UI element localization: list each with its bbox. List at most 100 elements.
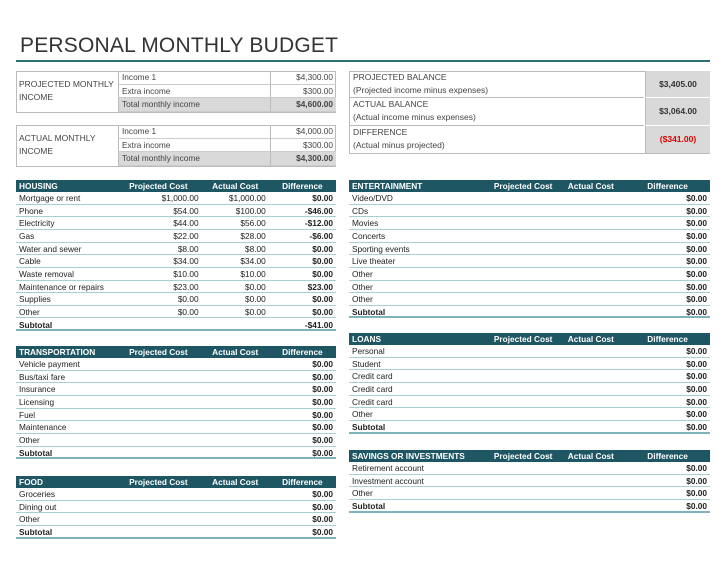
column-header: Actual Cost [567, 180, 614, 191]
column-header: Difference [282, 476, 323, 487]
column-header: Actual Cost [212, 346, 259, 357]
table-cell: $0.00 [312, 489, 333, 499]
subtotal-row [16, 319, 336, 332]
table-cell: $8.00 [245, 243, 266, 254]
table-cell: $34.00 [173, 256, 199, 267]
table-cell: CDs [352, 205, 369, 216]
table-cell: $0.00 [686, 488, 707, 499]
table-row [349, 243, 710, 256]
table-row [349, 205, 710, 218]
table-cell: Groceries [19, 489, 55, 499]
table-cell: Live theater [352, 256, 396, 267]
table-cell: $0.00 [312, 306, 333, 317]
income-value: $300.00 [270, 138, 336, 153]
table-cell: $23.00 [307, 281, 333, 292]
table-row [349, 462, 710, 475]
table-cell: Credit card [352, 383, 393, 394]
column-header: TRANSPORTATION [19, 346, 96, 357]
column-header: Projected Cost [129, 476, 188, 487]
table-cell: $0.00 [312, 396, 333, 407]
subtotal-cell: $0.00 [686, 421, 707, 432]
table-row [349, 293, 710, 306]
table-cell: Retirement account [352, 463, 424, 473]
column-header: Projected Cost [493, 333, 553, 344]
table-cell: $22.00 [173, 230, 199, 241]
subtotal-cell: Subtotal [352, 500, 386, 511]
table-cell: $0.00 [686, 346, 707, 356]
income-value: $4,000.00 [270, 125, 336, 139]
column-header: SAVINGS OR INVESTMENTS [352, 450, 465, 461]
page-title: PERSONAL MONTHLY BUDGET [20, 34, 339, 57]
table-cell: $0.00 [686, 409, 707, 420]
table-row [349, 370, 710, 383]
column-header: FOOD [19, 476, 43, 487]
income-value: $4,600.00 [270, 98, 336, 112]
income-label: ACTUAL MONTHLY INCOME [19, 133, 96, 156]
table-header-bar [16, 346, 336, 358]
table-row [16, 501, 336, 514]
table-row [349, 281, 710, 294]
table-row [16, 513, 336, 526]
table-row [16, 434, 336, 447]
table-row [349, 396, 710, 409]
subtotal-cell: $0.00 [312, 526, 333, 537]
subtotal-cell: Subtotal [352, 306, 386, 317]
table-cell: $28.00 [240, 230, 266, 241]
income-value: $300.00 [270, 84, 336, 99]
table-cell: $0.00 [312, 243, 333, 254]
table-cell: $8.00 [177, 243, 199, 254]
column-header: Actual Cost [567, 450, 614, 461]
table-cell: $0.00 [312, 371, 333, 382]
column-header: Difference [282, 346, 323, 357]
subtotal-row [349, 500, 710, 513]
column-header: Difference [647, 450, 688, 461]
table-cell: Investment account [352, 475, 424, 486]
table-row [349, 487, 710, 500]
table-cell: Other [352, 488, 373, 499]
income-item: Extra income [118, 138, 270, 153]
subtotal-cell: Subtotal [352, 421, 386, 432]
subtotal-cell: Subtotal [19, 319, 53, 330]
table-row [16, 293, 336, 306]
table-cell: $0.00 [312, 501, 333, 512]
table-cell: $0.00 [312, 256, 333, 267]
table-row [349, 345, 710, 358]
table-row [349, 268, 710, 281]
table-row [16, 205, 336, 218]
table-cell: $0.00 [686, 230, 707, 241]
table-row [349, 408, 710, 421]
table-cell: $0.00 [245, 306, 266, 317]
table-row [16, 255, 336, 268]
table-cell: Concerts [352, 230, 386, 241]
subtotal-cell: $0.00 [686, 306, 707, 317]
table-cell: $0.00 [686, 294, 707, 305]
table-cell: $0.00 [686, 463, 707, 473]
table-row [16, 281, 336, 294]
table-cell: -$12.00 [304, 218, 333, 229]
table-cell: $10.00 [173, 268, 199, 279]
subtotal-cell: Subtotal [19, 447, 53, 458]
income-item: Income 1 [118, 125, 270, 139]
column-header: Difference [282, 180, 323, 191]
income-box [16, 71, 336, 113]
table-cell: $1,000.00 [228, 193, 266, 203]
table-cell: $0.00 [312, 193, 333, 203]
table-row [16, 306, 336, 319]
table-row [16, 488, 336, 501]
table-row [349, 255, 710, 268]
table-row [16, 383, 336, 396]
table-cell: Student [352, 358, 381, 369]
table-cell: Other [352, 281, 373, 292]
table-cell: $44.00 [173, 218, 199, 229]
table-cell: $0.00 [312, 359, 333, 369]
table-cell: $0.00 [177, 294, 199, 305]
column-header: Difference [647, 180, 688, 191]
table-cell: $0.00 [686, 243, 707, 254]
column-header: ENTERTAINMENT [352, 180, 423, 191]
title-rule [16, 60, 710, 62]
table-cell: Credit card [352, 371, 393, 382]
table-cell: $0.00 [312, 268, 333, 279]
table-cell: Phone [19, 205, 43, 216]
income-item: Total monthly income [118, 98, 270, 112]
